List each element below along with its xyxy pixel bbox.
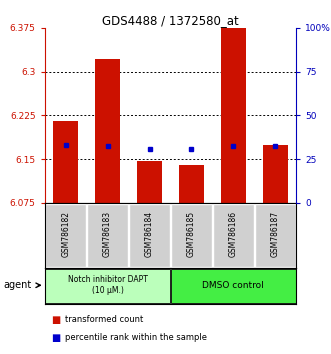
Text: Notch inhibitor DAPT
(10 μM.): Notch inhibitor DAPT (10 μM.) (68, 275, 148, 295)
Text: GSM786184: GSM786184 (145, 211, 154, 257)
Text: percentile rank within the sample: percentile rank within the sample (65, 333, 207, 342)
Bar (95, 59, 120, 203)
Bar (221, 26, 246, 203)
Text: agent: agent (3, 280, 31, 290)
Text: ■: ■ (51, 333, 61, 343)
Bar (45, 269, 170, 303)
Text: DMSO control: DMSO control (203, 281, 264, 290)
Title: GDS4488 / 1372580_at: GDS4488 / 1372580_at (102, 14, 239, 27)
Bar (263, 145, 288, 203)
Bar (255, 204, 296, 267)
Text: GSM786182: GSM786182 (61, 211, 70, 257)
Bar (213, 204, 254, 267)
Bar (171, 204, 212, 267)
Text: transformed count: transformed count (65, 315, 143, 324)
Bar (179, 165, 204, 203)
Text: GSM786183: GSM786183 (103, 211, 112, 257)
Bar (171, 269, 296, 303)
Bar (129, 204, 170, 267)
Bar (45, 204, 86, 267)
Text: GSM786187: GSM786187 (271, 211, 280, 257)
Bar (87, 204, 128, 267)
Text: GSM786185: GSM786185 (187, 211, 196, 257)
Bar (53, 121, 78, 203)
Bar (137, 161, 162, 203)
Text: GSM786186: GSM786186 (229, 211, 238, 257)
Text: ■: ■ (51, 315, 61, 325)
